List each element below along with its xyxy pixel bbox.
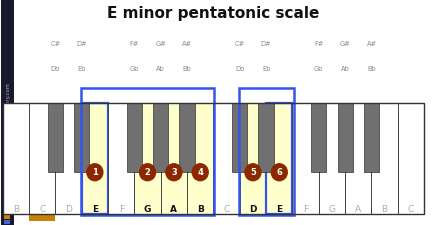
Bar bbox=[108, 103, 134, 214]
Text: A: A bbox=[355, 205, 361, 214]
Text: E: E bbox=[276, 205, 282, 214]
Text: G#: G# bbox=[340, 41, 351, 47]
Bar bbox=[3, 103, 29, 214]
Bar bbox=[4, 215, 10, 219]
Bar bbox=[398, 103, 424, 214]
Text: 4: 4 bbox=[197, 168, 203, 177]
Bar bbox=[127, 103, 142, 172]
Text: A: A bbox=[170, 205, 177, 214]
Bar bbox=[371, 103, 398, 214]
Bar bbox=[345, 103, 371, 214]
Bar bbox=[311, 103, 326, 172]
Text: Bb: Bb bbox=[367, 66, 376, 72]
Text: B: B bbox=[13, 205, 19, 214]
Bar bbox=[364, 103, 379, 172]
Bar bbox=[337, 103, 353, 172]
Bar bbox=[29, 103, 55, 214]
Bar bbox=[153, 103, 169, 172]
Text: B: B bbox=[381, 205, 388, 214]
Text: Eb: Eb bbox=[262, 66, 270, 72]
Circle shape bbox=[165, 163, 183, 181]
Text: basicmusictheory.com: basicmusictheory.com bbox=[5, 82, 11, 141]
Text: Bb: Bb bbox=[183, 66, 191, 72]
Text: G: G bbox=[329, 205, 335, 214]
Bar bbox=[82, 103, 108, 214]
Text: F#: F# bbox=[130, 41, 139, 47]
Text: Db: Db bbox=[235, 66, 244, 72]
Text: D: D bbox=[249, 205, 257, 214]
Text: G: G bbox=[144, 205, 151, 214]
Text: Eb: Eb bbox=[77, 66, 86, 72]
Text: E: E bbox=[92, 205, 98, 214]
Text: A#: A# bbox=[182, 41, 192, 47]
Text: Db: Db bbox=[51, 66, 60, 72]
Bar bbox=[48, 103, 63, 172]
Bar bbox=[239, 88, 293, 215]
Text: D#: D# bbox=[77, 41, 87, 47]
Text: A#: A# bbox=[367, 41, 377, 47]
Text: Gb: Gb bbox=[314, 66, 323, 72]
Text: 3: 3 bbox=[171, 168, 177, 177]
Text: D#: D# bbox=[261, 41, 271, 47]
Text: C#: C# bbox=[235, 41, 245, 47]
Text: B: B bbox=[197, 205, 204, 214]
Circle shape bbox=[244, 163, 262, 181]
Text: D: D bbox=[65, 205, 72, 214]
Text: C: C bbox=[408, 205, 414, 214]
Text: Gb: Gb bbox=[130, 66, 139, 72]
Bar bbox=[3, 103, 424, 214]
Text: F: F bbox=[119, 205, 124, 214]
Bar bbox=[293, 103, 319, 214]
Bar bbox=[258, 103, 274, 172]
Bar bbox=[266, 103, 293, 214]
Bar bbox=[74, 103, 89, 172]
Text: F#: F# bbox=[314, 41, 323, 47]
Text: 2: 2 bbox=[145, 168, 150, 177]
Text: 1: 1 bbox=[92, 168, 98, 177]
Bar bbox=[4, 220, 10, 225]
Bar bbox=[187, 103, 213, 214]
Text: C#: C# bbox=[50, 41, 60, 47]
Text: Ab: Ab bbox=[156, 66, 165, 72]
Circle shape bbox=[271, 163, 288, 181]
Circle shape bbox=[139, 163, 156, 181]
Text: 5: 5 bbox=[250, 168, 256, 177]
Text: Ab: Ab bbox=[341, 66, 349, 72]
Bar bbox=[1, 0, 15, 225]
Bar bbox=[232, 103, 247, 172]
Text: E minor pentatonic scale: E minor pentatonic scale bbox=[107, 6, 319, 20]
Bar bbox=[134, 103, 161, 214]
Circle shape bbox=[86, 163, 103, 181]
Text: F: F bbox=[303, 205, 308, 214]
Bar bbox=[240, 103, 266, 214]
Bar bbox=[29, 215, 55, 221]
Bar bbox=[55, 103, 82, 214]
Bar bbox=[81, 88, 214, 215]
Circle shape bbox=[191, 163, 209, 181]
Text: C: C bbox=[39, 205, 45, 214]
Bar bbox=[319, 103, 345, 214]
Text: 6: 6 bbox=[276, 168, 282, 177]
Text: C: C bbox=[224, 205, 230, 214]
Bar bbox=[161, 103, 187, 214]
Text: G#: G# bbox=[155, 41, 166, 47]
Bar bbox=[213, 103, 240, 214]
Bar bbox=[180, 103, 195, 172]
